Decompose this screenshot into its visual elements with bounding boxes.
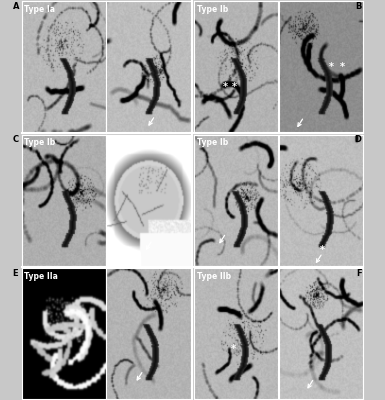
Text: Type Ib: Type Ib: [197, 138, 228, 148]
Text: F: F: [356, 269, 362, 278]
Text: Type IIa: Type IIa: [24, 272, 58, 281]
Text: Type Ib: Type Ib: [197, 5, 228, 14]
Text: Type Ia: Type Ia: [24, 5, 55, 14]
Text: E: E: [13, 269, 18, 278]
Text: D: D: [355, 135, 362, 144]
Text: *: *: [328, 62, 333, 72]
Text: *: *: [340, 62, 345, 72]
Text: *: *: [223, 82, 228, 92]
Text: Type IIb: Type IIb: [197, 272, 231, 281]
Text: *: *: [232, 82, 237, 92]
Text: Type Ib: Type Ib: [24, 138, 55, 148]
Text: B: B: [355, 2, 362, 11]
Text: *: *: [231, 344, 236, 354]
Text: C: C: [13, 135, 19, 144]
Text: A: A: [13, 2, 19, 11]
Text: *: *: [320, 245, 325, 255]
